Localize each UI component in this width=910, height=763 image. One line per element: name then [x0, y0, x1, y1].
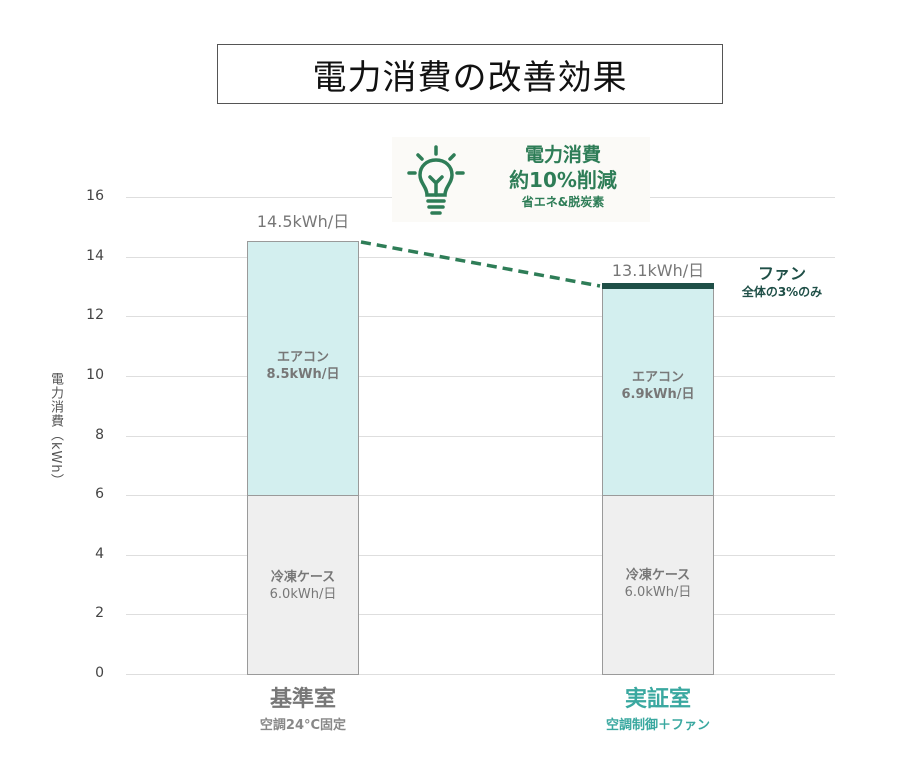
gridline — [126, 495, 835, 496]
chart-title: 電力消費の改善効果 — [217, 44, 723, 104]
segment-label: 冷凍ケース — [270, 570, 336, 585]
reduction-callout: 電力消費 約10%削減 省エネ&脱炭素 — [392, 137, 650, 222]
bar-total-label: 14.5kWh/日 — [256, 212, 350, 231]
y-tick: 2 — [95, 605, 104, 621]
callout-line3: 省エネ&脱炭素 — [521, 195, 605, 209]
fan-note: ファン 全体の3%のみ — [722, 264, 842, 301]
y-tick: 10 — [86, 367, 104, 383]
bar-demo-aircon: エアコン 6.9kWh/日 — [602, 288, 714, 496]
gridline — [126, 555, 835, 556]
gridline — [126, 376, 835, 377]
segment-value: 6.0kWh/日 — [624, 585, 692, 600]
gridline — [126, 614, 835, 615]
bar-baseline-freezer: 冷凍ケース 6.0kWh/日 — [247, 495, 359, 675]
segment-label: エアコン — [631, 370, 684, 385]
segment-value: 8.5kWh/日 — [266, 367, 340, 382]
fan-note-sub: 全体の3%のみ — [741, 285, 823, 299]
callout-line1: 電力消費 — [524, 144, 601, 166]
bar-demo-fan — [602, 283, 714, 289]
lightbulb-icon — [407, 145, 465, 215]
bar-demo-freezer: 冷凍ケース 6.0kWh/日 — [602, 495, 714, 675]
category-label-baseline: 基準室 — [269, 687, 336, 712]
y-tick: 14 — [86, 248, 104, 264]
segment-label: エアコン — [276, 350, 329, 365]
segment-value: 6.0kWh/日 — [269, 587, 337, 602]
y-tick: 8 — [95, 427, 104, 443]
category-subtitle-baseline: 空調24°C固定 — [259, 718, 347, 733]
gridline — [126, 316, 835, 317]
category-subtitle-demo: 空調制御＋ファン — [605, 718, 710, 733]
y-tick: 6 — [95, 486, 104, 502]
y-tick: 4 — [95, 546, 104, 562]
gridline — [126, 436, 835, 437]
segment-value: 6.9kWh/日 — [621, 387, 695, 402]
y-tick: 16 — [86, 188, 104, 204]
bar-total-label: 13.1kWh/日 — [611, 261, 705, 280]
bar-baseline-aircon: エアコン 8.5kWh/日 — [247, 241, 359, 496]
category-label-demo: 実証室 — [624, 687, 691, 712]
segment-label: 冷凍ケース — [625, 568, 691, 583]
fan-note-title: ファン — [757, 264, 806, 283]
y-tick: 0 — [95, 665, 104, 681]
gridline — [126, 257, 835, 258]
gridline — [126, 674, 835, 675]
callout-line2: 約10%削減 — [509, 168, 617, 192]
y-axis-label: 電力消費（kWh） — [48, 372, 63, 488]
y-tick: 12 — [86, 307, 104, 323]
